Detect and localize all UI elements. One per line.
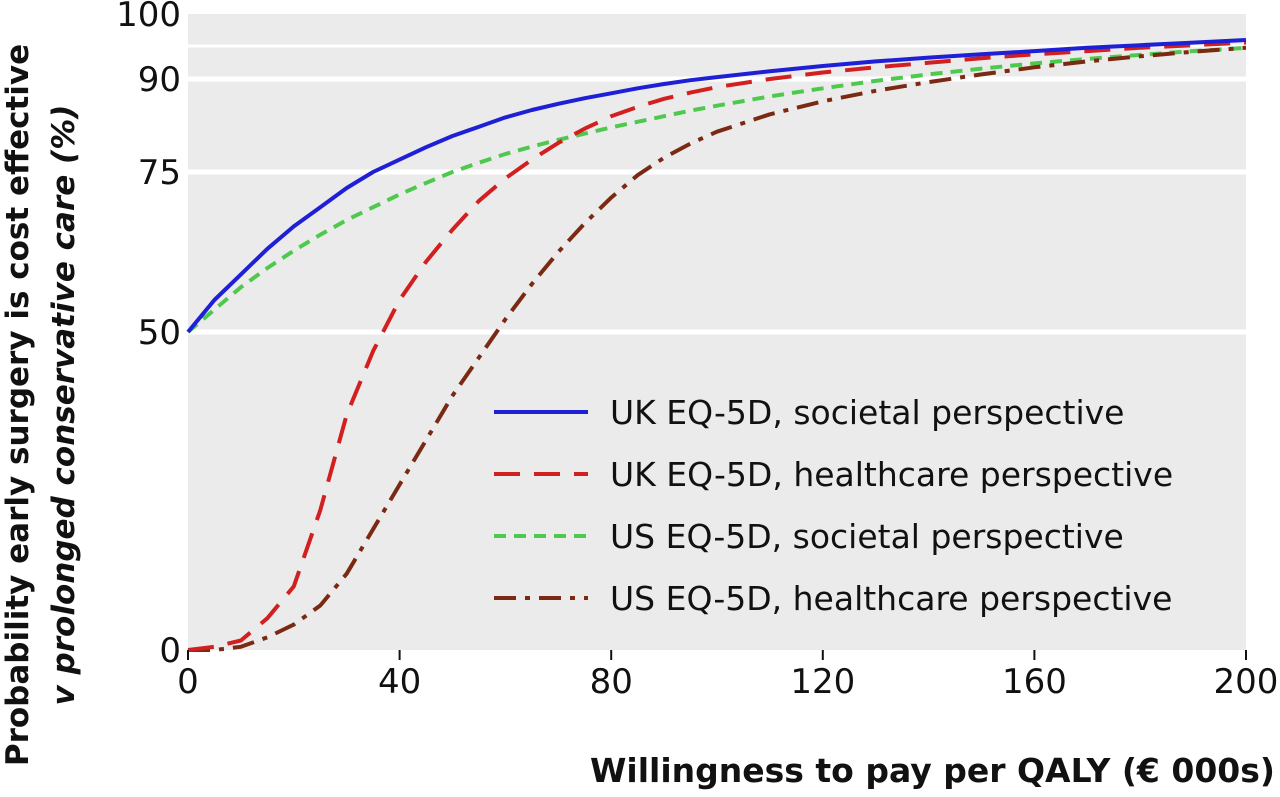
x-axis-ticks: 0 40 80 120 160 200 [177, 650, 1278, 702]
x-tick-label-80: 80 [590, 662, 633, 702]
y-tick-label-90: 90 [138, 60, 181, 100]
x-tick-label-40: 40 [378, 662, 421, 702]
y-axis-ticks: 0 50 75 90 100 [116, 0, 181, 671]
y-axis-label-line-2: v prolonged conservative care (%) [46, 105, 82, 706]
legend-label-1: UK EQ-5D, societal perspective [610, 393, 1124, 432]
series-line-4 [188, 45, 1247, 652]
y-tick-label-75: 75 [138, 153, 181, 193]
y-tick-label-100: 100 [116, 0, 181, 35]
x-axis-label: Willingness to pay per QALY (€ 000s) [590, 751, 1275, 790]
series-line-1 [186, 38, 1247, 334]
legend-label-3: US EQ-5D, societal perspective [610, 517, 1124, 556]
series-line-2 [187, 40, 1247, 652]
legend-label-2: UK EQ-5D, healthcare perspective [610, 455, 1173, 494]
series-line-3 [186, 45, 1247, 334]
series-layer [186, 38, 1247, 652]
x-tick-label-200: 200 [1214, 662, 1279, 702]
y-tick-label-0: 0 [159, 631, 181, 671]
y-axis-label-line-1: Probability early surgery is cost effect… [0, 44, 36, 766]
legend-label-4: US EQ-5D, healthcare perspective [610, 579, 1172, 618]
legend: UK EQ-5D, societal perspective UK EQ-5D, … [494, 393, 1173, 618]
x-tick-label-0: 0 [177, 662, 199, 702]
x-tick-label-160: 160 [1002, 662, 1067, 702]
x-tick-label-120: 120 [790, 662, 855, 702]
y-tick-label-50: 50 [138, 313, 181, 353]
